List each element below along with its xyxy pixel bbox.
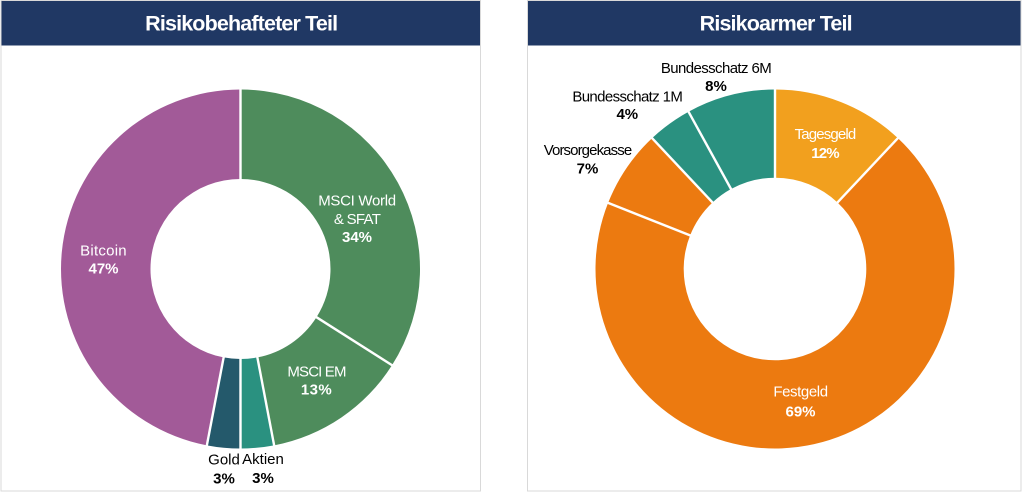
svg-text:13%: 13% (301, 382, 332, 399)
svg-text:34%: 34% (342, 229, 372, 246)
svg-text:& SFAT: & SFAT (334, 211, 381, 228)
svg-text:Gold: Gold (208, 452, 240, 469)
svg-text:4%: 4% (616, 106, 638, 123)
svg-text:Vorsorgekasse: Vorsorgekasse (544, 142, 632, 159)
svg-text:MSCI World: MSCI World (318, 192, 396, 209)
svg-text:69%: 69% (785, 404, 815, 421)
svg-text:8%: 8% (705, 78, 727, 95)
svg-text:Bundesschatz 1M: Bundesschatz 1M (572, 89, 682, 106)
svg-text:Risikobehafteter Teil: Risikobehafteter Teil (145, 12, 337, 36)
svg-text:Risikoarmer Teil: Risikoarmer Teil (700, 12, 852, 36)
svg-text:12%: 12% (811, 145, 839, 162)
svg-text:47%: 47% (88, 260, 118, 277)
svg-text:MSCI EM: MSCI EM (287, 363, 346, 380)
svg-text:Aktien: Aktien (242, 451, 284, 468)
svg-text:Festgeld: Festgeld (773, 383, 827, 400)
svg-text:3%: 3% (252, 470, 274, 487)
svg-text:Bundesschatz 6M: Bundesschatz 6M (661, 60, 771, 77)
svg-text:Tagesgeld: Tagesgeld (795, 126, 856, 143)
svg-text:7%: 7% (577, 161, 599, 178)
svg-text:3%: 3% (213, 470, 235, 487)
svg-text:Bitcoin: Bitcoin (80, 243, 127, 260)
